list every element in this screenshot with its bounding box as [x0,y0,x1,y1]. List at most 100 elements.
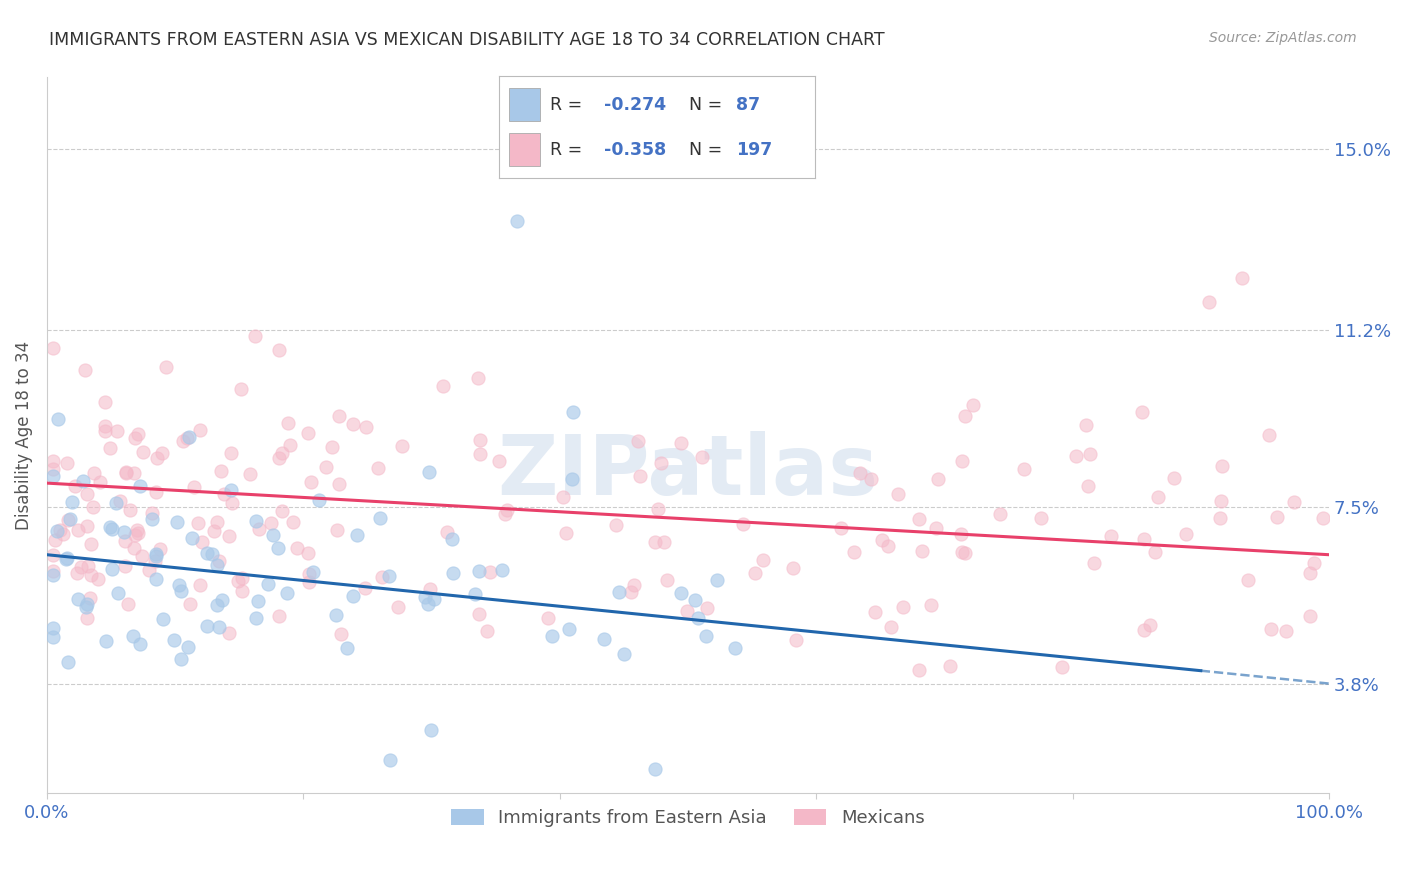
Point [76,610,98,624]
Text: -0.358: -0.358 [603,141,666,159]
Point [592,632,614,647]
Point [52,527,75,541]
Point [335,641,357,656]
Point [55,456,77,470]
FancyBboxPatch shape [509,88,540,121]
Point [145,485,167,500]
Point [540,629,562,643]
Point [267,609,290,624]
Point [870,533,893,547]
Point [247,522,270,536]
Point [495,503,517,517]
Point [94,425,117,439]
Point [908,663,931,677]
Point [122,630,145,644]
Point [49,523,72,537]
Point [354,581,377,595]
Point [370,511,392,525]
Point [436,525,458,540]
Point [166,516,188,530]
Point [207,515,229,529]
Point [553,490,575,504]
Point [245,610,267,624]
Point [1139,617,1161,632]
Point [260,516,283,531]
Point [209,464,232,478]
Point [1133,624,1156,638]
Point [297,546,319,560]
Point [346,528,368,542]
Point [657,573,679,587]
Point [42,548,65,562]
Point [475,624,498,639]
Point [276,585,298,599]
Point [56,550,79,565]
Point [1302,556,1324,570]
Point [782,560,804,574]
Point [42,568,65,582]
Point [962,398,984,412]
Y-axis label: Disability Age 18 to 34: Disability Age 18 to 34 [15,341,32,530]
Point [114,465,136,479]
Point [302,565,325,579]
Point [80,537,103,551]
Point [1260,622,1282,636]
Point [887,487,910,501]
Point [440,533,463,547]
Point [467,564,489,578]
Point [63,478,86,492]
Point [42,454,65,468]
Point [623,578,645,592]
Point [179,597,201,611]
Point [391,439,413,453]
Point [731,516,754,531]
Point [329,626,352,640]
Point [195,619,218,633]
Point [98,520,121,534]
Point [1076,418,1098,433]
Point [920,598,942,612]
Point [387,600,409,615]
Point [277,416,299,430]
Point [207,620,229,634]
Point [751,553,773,567]
Point [167,578,190,592]
Point [1209,511,1232,525]
Point [283,515,305,529]
Text: R =: R = [550,141,588,159]
Point [44,533,66,548]
Point [1078,447,1101,461]
Text: Source: ZipAtlas.com: Source: ZipAtlas.com [1209,31,1357,45]
Point [129,636,152,650]
Point [488,454,510,468]
Text: R =: R = [550,95,588,113]
Point [367,461,389,475]
Point [195,545,218,559]
Point [190,535,212,549]
Point [114,534,136,549]
Point [105,495,128,509]
Point [176,431,198,445]
Point [80,568,103,582]
Point [122,466,145,480]
Point [1147,491,1170,505]
Point [66,592,89,607]
Point [145,549,167,563]
Point [267,450,290,465]
Point [42,631,65,645]
Point [467,371,489,385]
Point [155,359,177,374]
Point [1258,428,1281,442]
Point [1236,573,1258,587]
Point [117,597,139,611]
Point [939,658,962,673]
Point [555,525,578,540]
Point [42,564,65,578]
Point [278,437,301,451]
Point [953,547,976,561]
Point [66,566,89,581]
Point [108,494,131,508]
Point [955,409,977,424]
Point [371,570,394,584]
Point [183,480,205,494]
